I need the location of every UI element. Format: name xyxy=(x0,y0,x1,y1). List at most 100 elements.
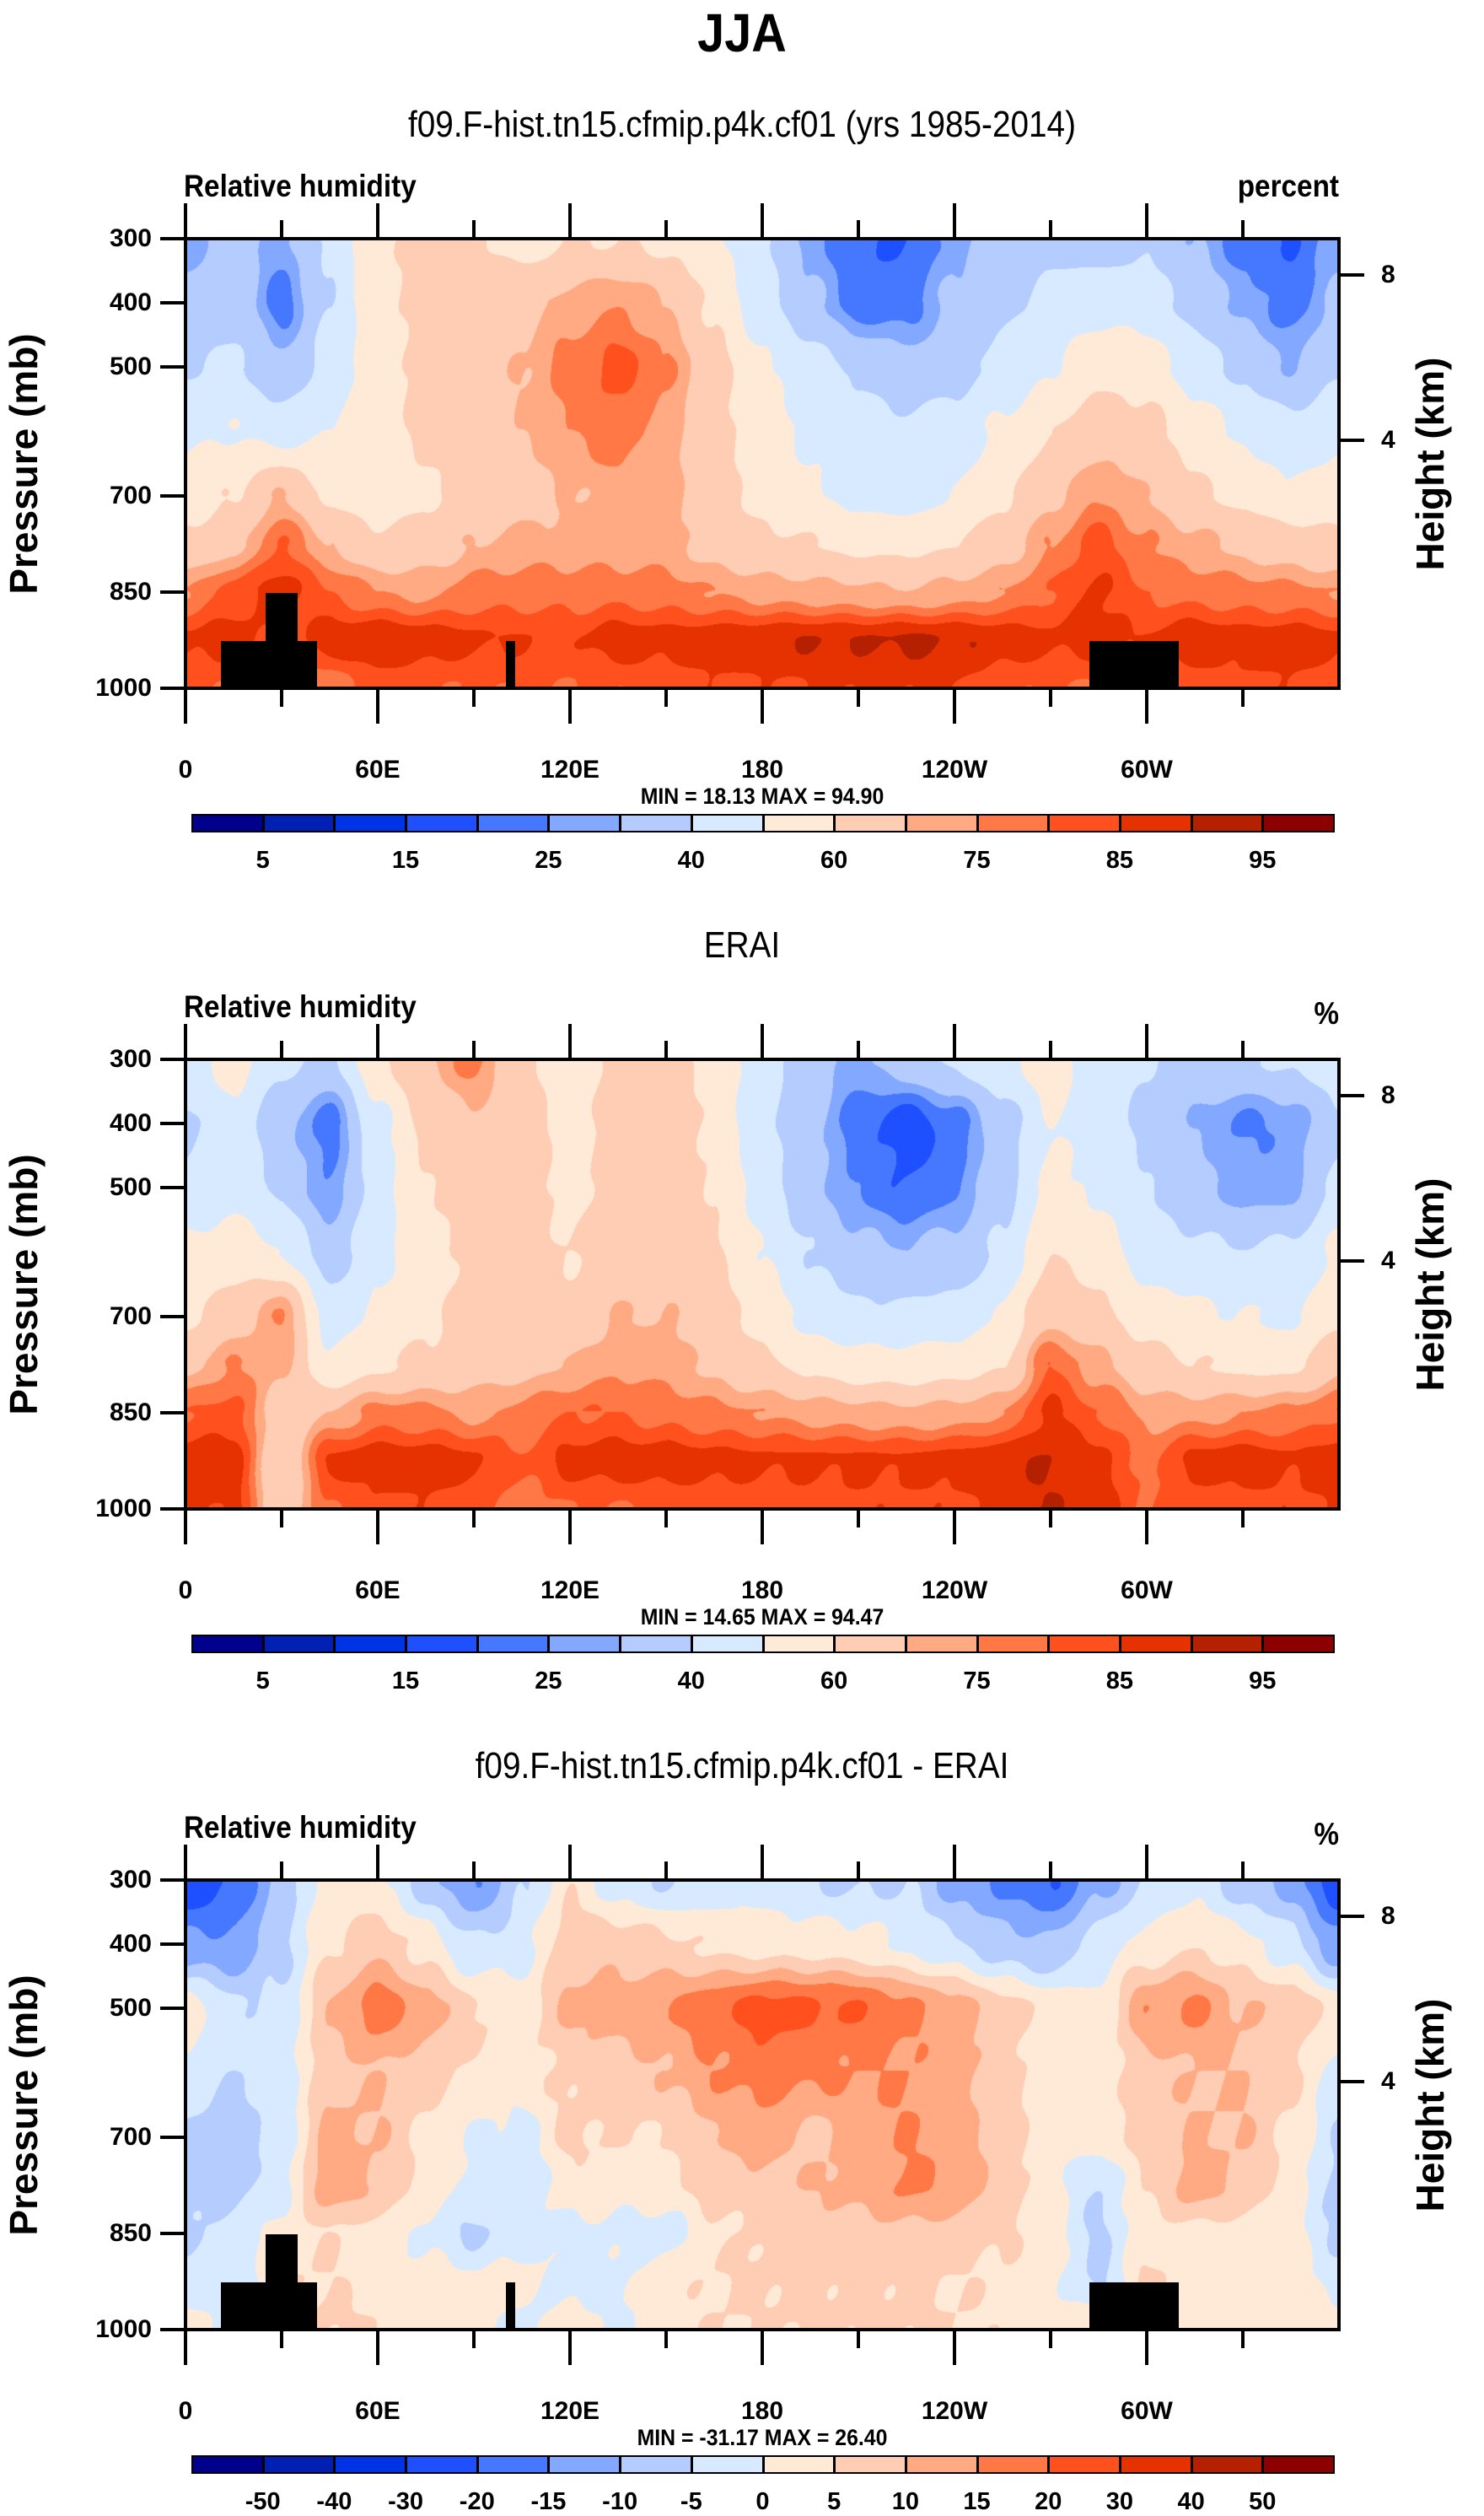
y-axis-title-right: Height (km) xyxy=(1408,357,1452,570)
height-tick xyxy=(1339,439,1364,443)
x-major-tick xyxy=(376,688,379,724)
colorbar-label: 0 xyxy=(755,2488,770,2515)
y-tick xyxy=(160,1942,186,1947)
x-minor-tick xyxy=(280,1509,283,1527)
x-tick-label: 60E xyxy=(355,2397,401,2425)
colorbar-swatch xyxy=(905,814,978,832)
x-major-tick-top xyxy=(953,203,956,239)
height-tick xyxy=(1339,272,1364,277)
colorbar-swatch xyxy=(191,2455,264,2474)
x-major-tick-top xyxy=(761,1024,764,1059)
height-tick xyxy=(1339,1093,1364,1097)
y-tick-label: 500 xyxy=(109,1994,152,2023)
x-major-tick xyxy=(1145,2330,1148,2365)
x-minor-tick-top xyxy=(280,220,283,239)
x-tick-label: 180 xyxy=(740,756,784,784)
topography-mask xyxy=(506,640,516,688)
x-tick-label: 120W xyxy=(921,2397,988,2425)
y-tick xyxy=(160,1122,186,1126)
colorbar-swatch xyxy=(1119,1635,1192,1653)
colorbar-swatch xyxy=(1191,814,1264,832)
colorbar-swatch xyxy=(262,814,336,832)
height-tick-label: 4 xyxy=(1381,426,1395,455)
y-tick xyxy=(160,687,186,690)
x-minor-tick-top xyxy=(1049,1861,1052,1880)
x-minor-tick-top xyxy=(472,1041,476,1059)
height-tick-label: 8 xyxy=(1381,260,1395,288)
x-major-tick-top xyxy=(1145,203,1148,239)
y-tick xyxy=(160,590,186,594)
colorbar-swatch xyxy=(1119,814,1192,832)
x-minor-tick xyxy=(1241,1509,1245,1527)
x-minor-tick xyxy=(664,2330,668,2348)
colorbar-swatch xyxy=(476,1635,550,1653)
colorbar-swatch xyxy=(691,814,764,832)
colorbar-swatch xyxy=(1119,2455,1192,2474)
x-major-tick-top xyxy=(184,1845,187,1880)
y-tick xyxy=(160,1410,186,1414)
colorbar-label: 40 xyxy=(677,1667,705,1694)
x-minor-tick xyxy=(664,688,668,707)
y-tick xyxy=(160,301,186,305)
x-tick-label: 180 xyxy=(740,1576,784,1604)
x-minor-tick xyxy=(1049,1509,1052,1527)
x-major-tick-top xyxy=(568,1024,572,1059)
y-axis-title: Pressure (mb) xyxy=(2,1974,46,2236)
x-minor-tick-top xyxy=(664,1861,668,1880)
y-tick xyxy=(160,1058,186,1061)
x-major-tick xyxy=(953,1509,956,1544)
x-minor-tick-top xyxy=(1241,1861,1245,1880)
colorbar-swatch xyxy=(191,814,264,832)
x-major-tick xyxy=(184,2330,187,2365)
topography-mask xyxy=(266,593,298,688)
y-tick-label: 700 xyxy=(109,481,152,509)
topography-mask xyxy=(266,2234,298,2330)
colorbar-label: -10 xyxy=(602,2488,638,2515)
y-tick xyxy=(160,2231,186,2235)
x-tick-label: 0 xyxy=(178,2397,193,2425)
x-tick-label: 60E xyxy=(355,1576,401,1604)
x-major-tick-top xyxy=(1145,1024,1148,1059)
x-major-tick-top xyxy=(376,1024,379,1059)
colorbar-label: 15 xyxy=(963,2488,991,2515)
colorbar-label: 20 xyxy=(1035,2488,1062,2515)
height-tick-label: 8 xyxy=(1381,1080,1395,1109)
colorbar-swatch xyxy=(334,2455,407,2474)
topography-mask xyxy=(506,2282,516,2330)
x-major-tick-top xyxy=(568,203,572,239)
x-major-tick-top xyxy=(376,1845,379,1880)
colorbar-label: 25 xyxy=(535,1667,562,1694)
x-minor-tick-top xyxy=(1241,1041,1245,1059)
contour-field xyxy=(186,239,1339,688)
x-tick-label: 60W xyxy=(1121,1576,1173,1604)
colorbar-label: 75 xyxy=(963,847,991,874)
panel-title: f09.F-hist.tn15.cfmip.p4k.cf01 (yrs 1985… xyxy=(407,104,1076,145)
x-major-tick-top xyxy=(761,203,764,239)
y-tick xyxy=(160,237,186,240)
colorbar-label: 30 xyxy=(1105,2488,1134,2515)
y-tick xyxy=(160,2328,186,2331)
colorbar-label: 60 xyxy=(820,847,848,874)
colorbar-swatch xyxy=(476,2455,550,2474)
x-tick-label: 120W xyxy=(921,1576,988,1604)
y-tick-label: 400 xyxy=(109,1930,152,1958)
colorbar-swatch xyxy=(762,1635,836,1653)
x-minor-tick xyxy=(664,1509,668,1527)
height-tick-label: 8 xyxy=(1381,1901,1395,1930)
colorbar-swatch xyxy=(834,2455,906,2474)
x-tick-label: 180 xyxy=(740,2397,784,2425)
y-axis-title: Pressure (mb) xyxy=(2,1153,46,1415)
colorbar-label: -50 xyxy=(245,2488,281,2515)
contour-field xyxy=(186,1059,1339,1509)
colorbar-swatch xyxy=(1191,1635,1264,1653)
panel-title: f09.F-hist.tn15.cfmip.p4k.cf01 - ERAI xyxy=(475,1745,1009,1786)
colorbar-swatch xyxy=(406,2455,478,2474)
colorbar-label: 95 xyxy=(1249,1667,1277,1694)
colorbar-swatch xyxy=(262,1635,336,1653)
colorbar-swatch xyxy=(691,2455,764,2474)
units-label: % xyxy=(1314,1817,1339,1851)
y-axis-title-right: Height (km) xyxy=(1408,1998,1452,2212)
colorbar-label: -30 xyxy=(388,2488,424,2515)
x-minor-tick-top xyxy=(857,220,860,239)
colorbar-swatch xyxy=(976,2455,1050,2474)
